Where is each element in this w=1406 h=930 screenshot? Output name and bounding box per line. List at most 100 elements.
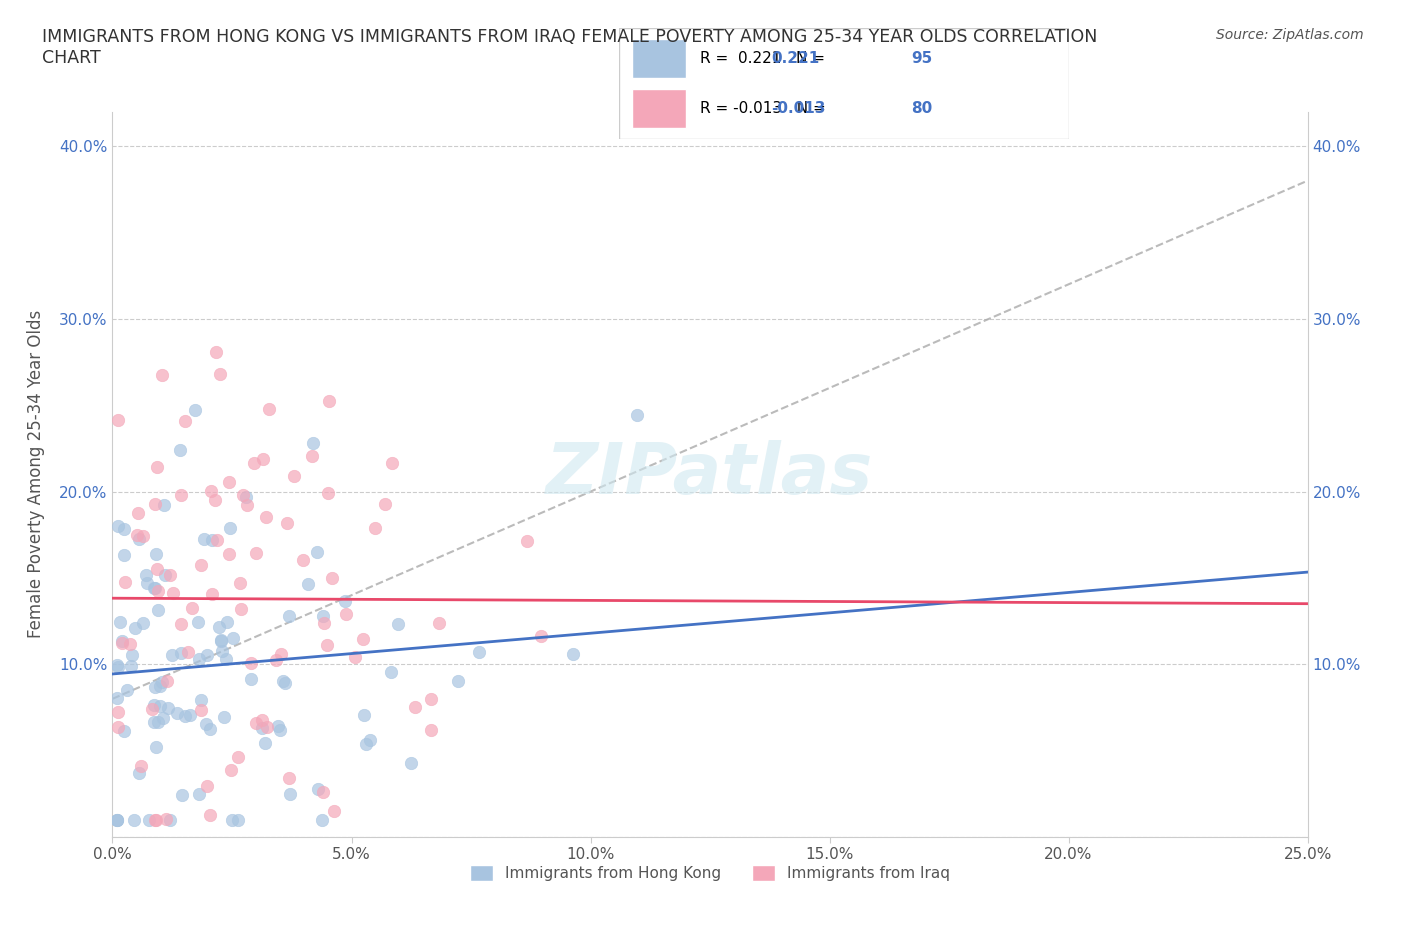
Point (205, 345, 228, 360)
Point (173, 413, 195, 428)
Point (312, 785, 335, 800)
Point (270, 646, 292, 661)
Point (169, 442, 191, 457)
Point (190, 693, 212, 708)
Point (387, 617, 409, 631)
Text: 0.221: 0.221 (772, 51, 820, 66)
Point (273, 676, 295, 691)
Text: Source: ZipAtlas.com: Source: ZipAtlas.com (1216, 28, 1364, 42)
Point (468, 644, 491, 659)
Point (429, 616, 451, 631)
Point (276, 516, 298, 531)
Point (420, 691, 443, 706)
Point (215, 652, 238, 667)
Point (179, 707, 201, 722)
Point (301, 449, 323, 464)
Text: 80: 80 (911, 101, 932, 116)
Point (315, 637, 337, 652)
Point (266, 719, 288, 734)
Point (111, 635, 134, 650)
Point (112, 724, 135, 738)
Point (170, 617, 193, 631)
Point (111, 633, 134, 648)
Point (364, 521, 387, 536)
Point (107, 704, 129, 719)
Point (209, 633, 232, 648)
Point (235, 489, 257, 504)
Point (297, 577, 319, 591)
Point (143, 698, 166, 712)
Point (322, 804, 344, 818)
Point (135, 568, 157, 583)
Point (269, 723, 291, 737)
Point (399, 755, 422, 770)
Point (231, 602, 253, 617)
Point (195, 778, 218, 793)
Point (128, 765, 150, 780)
Point (232, 487, 254, 502)
Point (114, 575, 136, 590)
Point (120, 658, 142, 673)
Point (254, 510, 277, 525)
Point (245, 715, 267, 730)
Point (208, 619, 231, 634)
Point (254, 736, 277, 751)
Point (264, 652, 287, 667)
Point (562, 646, 585, 661)
Point (226, 812, 249, 827)
Point (240, 656, 263, 671)
Point (321, 570, 343, 585)
Point (122, 812, 145, 827)
Point (169, 645, 191, 660)
Point (228, 576, 250, 591)
Point (419, 723, 441, 737)
Point (245, 546, 267, 561)
Point (141, 701, 163, 716)
Point (162, 585, 184, 600)
Point (155, 567, 177, 582)
Point (198, 722, 221, 737)
Point (352, 631, 374, 646)
Point (187, 786, 209, 801)
Point (204, 492, 226, 507)
Point (201, 533, 224, 548)
Text: 95: 95 (911, 51, 932, 66)
Point (195, 648, 218, 663)
Point (155, 812, 177, 827)
Point (153, 498, 176, 512)
Point (212, 710, 235, 724)
Point (252, 721, 274, 736)
Point (380, 665, 402, 680)
Point (277, 608, 299, 623)
Point (446, 673, 468, 688)
Point (105, 812, 128, 827)
Point (150, 367, 173, 382)
Point (201, 587, 224, 602)
Point (301, 435, 323, 450)
Point (146, 459, 169, 474)
Point (107, 659, 129, 674)
Point (333, 593, 356, 608)
Point (252, 452, 274, 467)
Point (318, 393, 340, 408)
Point (142, 714, 165, 729)
Point (143, 497, 166, 512)
Point (105, 812, 128, 827)
Point (305, 544, 328, 559)
Point (335, 606, 357, 621)
Point (219, 520, 242, 535)
Point (145, 739, 167, 754)
Point (143, 812, 166, 827)
Point (311, 812, 333, 827)
Point (219, 762, 242, 777)
Point (190, 703, 212, 718)
Point (172, 788, 194, 803)
Point (159, 812, 181, 827)
Legend: Immigrants from Hong Kong, Immigrants from Iraq: Immigrants from Hong Kong, Immigrants fr… (464, 859, 956, 887)
Point (198, 807, 221, 822)
Point (127, 506, 149, 521)
Point (218, 475, 240, 490)
Point (146, 583, 169, 598)
Point (156, 674, 179, 689)
Point (381, 456, 404, 471)
